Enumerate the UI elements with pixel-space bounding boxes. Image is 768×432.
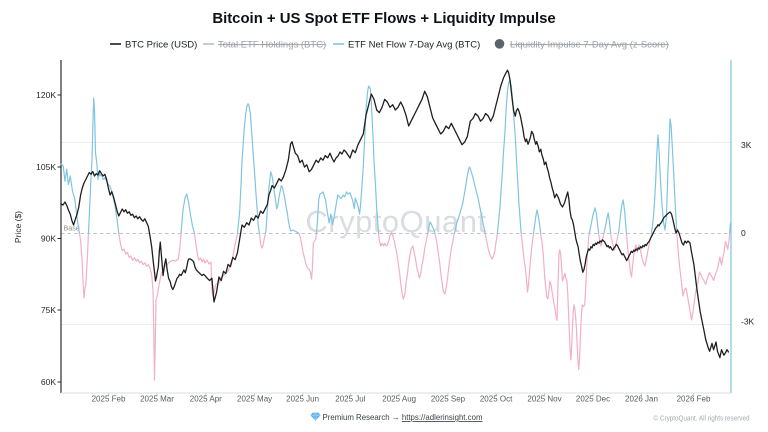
svg-text:120K: 120K [36,90,56,100]
svg-text:60K: 60K [41,377,56,387]
svg-text:2025 Jul: 2025 Jul [335,395,365,404]
svg-text:2025 Feb: 2025 Feb [92,395,126,404]
svg-text:Bitcoin + US Spot ETF Flows +: Bitcoin + US Spot ETF Flows + Liquidity … [212,11,555,27]
svg-text:0: 0 [741,228,746,238]
svg-text:Base: Base [64,224,80,233]
svg-text:2025 Oct: 2025 Oct [480,395,513,404]
svg-text:2025 Dec: 2025 Dec [576,395,610,404]
svg-text:3K: 3K [741,140,752,150]
svg-text:ETF Net Flow 7-Day Avg (BTC): ETF Net Flow 7-Day Avg (BTC) [348,39,480,50]
svg-text:Liquidity Impulse 7-Day Avg (z: Liquidity Impulse 7-Day Avg (z-Score) [510,39,669,50]
svg-text:2025 Sep: 2025 Sep [431,395,466,404]
svg-text:2025 Jun: 2025 Jun [286,395,319,404]
svg-text:-3K: -3K [741,316,755,326]
svg-text:2025 May: 2025 May [237,395,272,404]
svg-text:Premium Research → https://adl: Premium Research → https://adlerinsight.… [323,412,483,422]
svg-text:90K: 90K [41,233,56,243]
svg-text:2025 Nov: 2025 Nov [527,395,561,404]
svg-text:Total ETF Holdings (BTC): Total ETF Holdings (BTC) [218,39,326,50]
svg-text:75K: 75K [41,305,56,315]
svg-text:© CryptoQuant. All rights rese: © CryptoQuant. All rights reserved [654,415,750,423]
svg-text:BTC Price (USD): BTC Price (USD) [125,39,197,50]
svg-text:Price ($): Price ($) [13,211,23,243]
svg-text:2025 Mar: 2025 Mar [140,395,174,404]
svg-text:2025 Apr: 2025 Apr [190,395,222,404]
svg-text:2026 Feb: 2026 Feb [677,395,711,404]
svg-text:105K: 105K [36,162,56,172]
svg-text:2026 Jan: 2026 Jan [625,395,658,404]
svg-text:2025 Aug: 2025 Aug [382,395,416,404]
